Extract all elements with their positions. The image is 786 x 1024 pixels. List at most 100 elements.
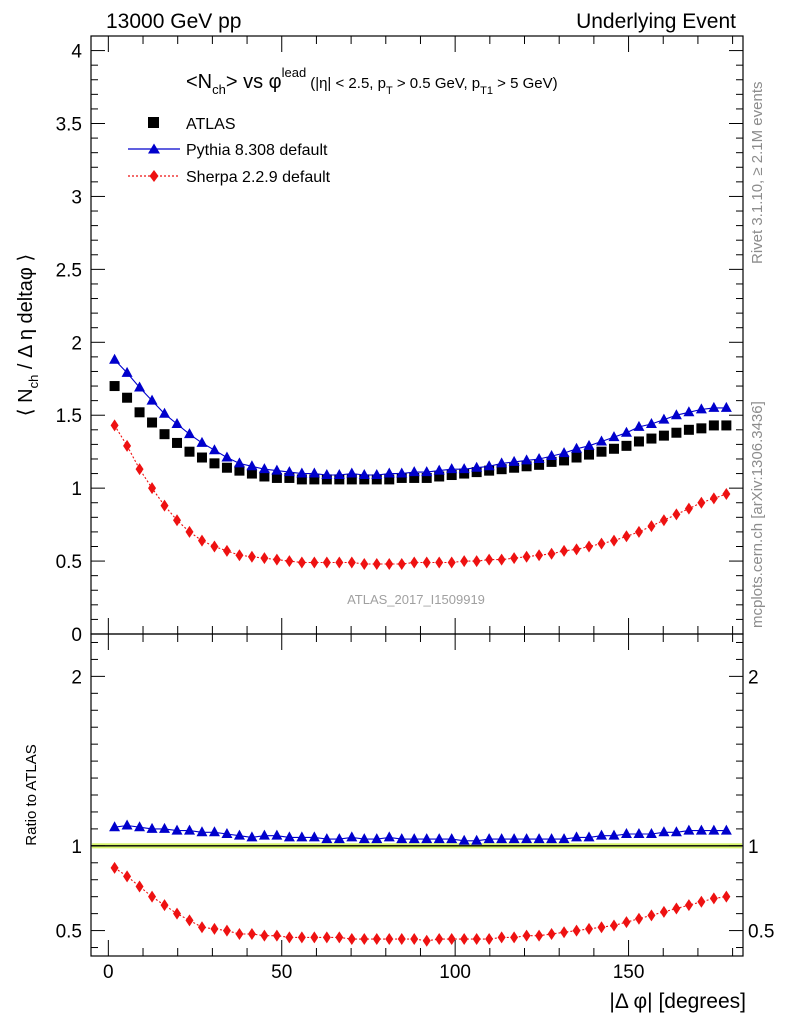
main-pythia-8-308-default-point: [620, 426, 632, 437]
ratio-pythia-8-308-default-point: [546, 833, 558, 844]
ratio-sherpa-2-2-9-default-point: [397, 933, 406, 946]
main-atlas-point: [284, 472, 295, 483]
title-cond-c: > 5 GeV): [493, 75, 558, 92]
main-atlas-point: [434, 471, 445, 482]
main-atlas-point: [221, 462, 232, 473]
main-sherpa-2-2-9-default-point: [285, 555, 294, 568]
ratio-y-tick-label-right: 1: [748, 837, 759, 858]
main-y-tick-label: 3: [71, 187, 82, 208]
main-sherpa-2-2-9-default-point: [210, 540, 219, 553]
main-sherpa-2-2-9-default-point: [197, 534, 206, 547]
ratio-sherpa-2-2-9-default-point: [247, 927, 256, 940]
ratio-pythia-8-308-default-point: [620, 827, 632, 838]
ratio-sherpa-2-2-9-default-point: [148, 890, 157, 903]
ratio-pythia-8-308-default-point: [658, 826, 670, 837]
ratio-sherpa-2-2-9-default-point: [235, 927, 244, 940]
main-atlas-point: [696, 423, 707, 434]
main-sherpa-2-2-9-default-point: [360, 557, 369, 570]
main-sherpa-2-2-9-default-point: [722, 487, 731, 500]
ratio-sherpa-2-2-9-default-point: [709, 892, 718, 905]
main-pythia-8-308-default-point: [134, 381, 146, 392]
main-pythia-8-308-default-point: [558, 447, 570, 458]
rivet-version-label: Rivet 3.1.10, ≥ 2.1M events: [749, 82, 766, 265]
main-pythia-8-308-default-point: [408, 466, 420, 477]
main-sherpa-2-2-9-default-point: [247, 550, 256, 563]
main-atlas-point: [559, 455, 570, 466]
main-pythia-8-308-default-point: [695, 403, 707, 414]
main-pythia-8-308-default-point: [521, 454, 533, 465]
main-pythia-8-308-default-point: [283, 466, 295, 477]
main-pythia-8-308-default-point: [483, 460, 495, 471]
main-pythia-8-308-default-point: [508, 455, 520, 466]
main-atlas-point: [259, 471, 270, 482]
ratio-pythia-8-308-default-point: [146, 822, 158, 833]
main-sherpa-2-2-9-default-point: [335, 556, 344, 569]
ratio-sherpa-2-2-9-default-point: [672, 902, 681, 915]
ylabel-a: ⟨ N: [15, 388, 37, 416]
main-sherpa-2-2-9-default-point: [485, 553, 494, 566]
main-pythia-8-308-default-point: [645, 417, 657, 428]
main-sherpa-2-2-9-default-point: [697, 496, 706, 509]
main-atlas-point: [683, 424, 694, 435]
main-atlas-point: [209, 458, 220, 469]
ratio-pythia-8-308-default-point: [508, 833, 520, 844]
main-pythia-8-308-default-point: [258, 463, 270, 474]
main-pythia-8-308-default-point: [396, 467, 408, 478]
main-atlas-point: [346, 474, 357, 485]
ratio-sherpa-2-2-9-default-point: [510, 931, 519, 944]
main-atlas-point: [271, 472, 282, 483]
main-pythia-8-308-default-point: [496, 457, 508, 468]
main-pythia-8-308-default-point: [421, 466, 433, 477]
legend-pythia-label: Pythia 8.308 default: [186, 142, 328, 159]
ratio-pythia-8-308-default-point: [533, 833, 545, 844]
ratio-y-axis: 0.5 0.5 1 1 2 2: [56, 641, 774, 949]
ratio-pythia-8-308-default-point: [383, 831, 395, 842]
ratio-pythia-8-308-default-point: [496, 833, 508, 844]
main-atlas-point: [546, 456, 557, 467]
ratio-y-tick-label: 2: [71, 667, 82, 688]
x-tick-label: 100: [439, 962, 471, 983]
main-pythia-8-308-default-point: [121, 366, 133, 377]
main-sherpa-2-2-9-default-point: [460, 555, 469, 568]
ratio-panel: 0.5 0.5 1 1 2 2 0 50 100 150 Ratio to ATLAS |Δ φ…: [23, 633, 774, 1013]
main-pythia-8-308-default-point: [471, 461, 483, 472]
main-atlas-point: [334, 474, 345, 485]
main-sherpa-2-2-9-default-point: [110, 419, 119, 432]
ratio-sherpa-2-2-9-default-point: [310, 931, 319, 944]
ratio-sherpa-2-2-9-default-point: [335, 931, 344, 944]
ratio-pythia-8-308-default-point: [208, 826, 220, 837]
main-atlas-point: [459, 468, 470, 479]
ratio-pythia-8-308-default-point: [471, 834, 483, 845]
main-sherpa-2-2-9-default-point: [297, 556, 306, 569]
ratio-pythia-8-308-default-point: [196, 826, 208, 837]
ratio-plot-frame: [90, 633, 744, 957]
main-pythia-8-308-default-point: [109, 353, 121, 364]
main-atlas-point: [421, 472, 432, 483]
main-sherpa-2-2-9-default-point: [622, 530, 631, 543]
ratio-sherpa-2-2-9-default-point: [535, 929, 544, 942]
ratio-y-axis-label: Ratio to ATLAS: [23, 744, 40, 845]
header-collision: 13000 GeV pp: [106, 10, 241, 33]
ratio-y-tick-label: 1: [71, 837, 82, 858]
ratio-sherpa-2-2-9-default-point: [585, 922, 594, 935]
ratio-sherpa-2-2-9-default-point: [622, 916, 631, 929]
main-sherpa-2-2-9-default-point: [709, 492, 718, 505]
main-sherpa-2-2-9-default-point: [310, 556, 319, 569]
main-y-axis-label: ⟨ Nch / Δ η deltaφ ⟩: [15, 254, 41, 416]
ratio-pythia-8-308-default-line: [114, 824, 727, 842]
main-y-axis: 0 0.5 1 1.5 2 2.5 3 3.5 4: [56, 42, 743, 646]
main-plot-area: [109, 353, 732, 570]
main-pythia-8-308-default-point: [371, 469, 383, 480]
ratio-pythia-8-308-default-point: [608, 829, 620, 840]
ratio-pythia-8-308-default-point: [183, 824, 195, 835]
main-y-tick-label: 4: [71, 42, 82, 63]
main-pythia-8-308-default-point: [720, 401, 732, 412]
legend-atlas-label: ATLAS: [186, 116, 236, 133]
main-pythia-8-308-default-point: [433, 464, 445, 475]
main-sherpa-2-2-9-default-point: [372, 557, 381, 570]
ratio-sherpa-2-2-9-default-point: [260, 929, 269, 942]
title-main-sup: lead: [282, 65, 307, 80]
main-pythia-8-308-default-point: [596, 435, 608, 446]
main-sherpa-2-2-9-default-point: [510, 552, 519, 565]
main-atlas-point: [534, 459, 545, 470]
